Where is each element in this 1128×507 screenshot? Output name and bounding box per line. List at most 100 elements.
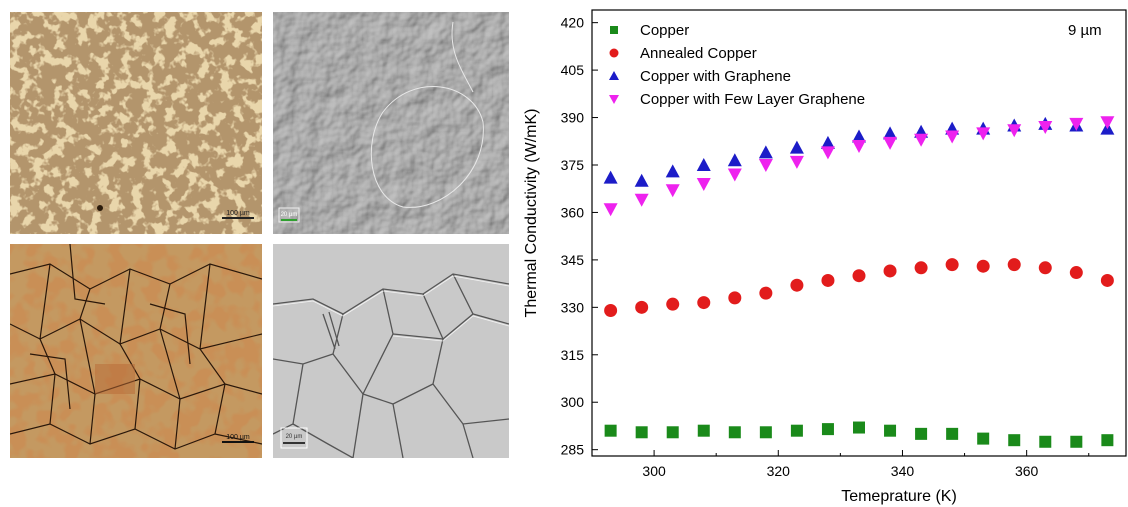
data-point — [1039, 435, 1052, 448]
data-point — [789, 140, 804, 154]
y-tick-label: 345 — [561, 252, 585, 268]
legend-label: Copper — [640, 22, 689, 39]
thickness-annotation: 9 µm — [1068, 22, 1102, 39]
data-point — [1100, 273, 1114, 287]
data-point — [821, 423, 834, 436]
data-point — [697, 424, 710, 437]
data-point — [604, 424, 617, 437]
y-tick-label: 360 — [561, 204, 585, 220]
data-point — [946, 427, 959, 440]
data-point — [727, 168, 742, 182]
data-point — [852, 129, 866, 143]
legend-marker — [610, 26, 618, 34]
data-point — [603, 170, 618, 184]
legend: Copper Annealed Copper Copper with Graphen… — [609, 22, 865, 108]
data-point — [915, 427, 928, 440]
micrograph-optical-top-left: 100 µm — [10, 12, 262, 234]
data-point — [976, 259, 990, 273]
data-point — [1069, 266, 1083, 280]
data-point — [697, 296, 711, 310]
data-point — [790, 424, 803, 437]
data-point — [665, 164, 680, 178]
y-tick-label: 405 — [561, 62, 585, 78]
y-tick-label: 330 — [561, 299, 585, 315]
plot-frame — [591, 9, 1127, 457]
micrograph-sem-top-right: 20 µm — [273, 12, 509, 234]
data-point — [1007, 124, 1022, 138]
data-point — [852, 269, 866, 283]
data-point — [852, 140, 866, 154]
y-tick-label: 285 — [561, 442, 585, 458]
data-point — [1008, 434, 1021, 447]
y-tick-label: 420 — [561, 15, 585, 31]
data-point — [883, 264, 897, 278]
x-tick-label: 300 — [642, 463, 666, 479]
data-point — [696, 177, 711, 191]
series-copper — [604, 421, 1114, 448]
series-annealed-copper — [604, 258, 1114, 317]
data-point — [665, 184, 680, 198]
data-point — [728, 291, 742, 305]
data-point — [977, 432, 990, 445]
data-point — [883, 126, 898, 140]
micrograph-sem-bottom-right: 20 µm — [273, 244, 509, 458]
data-point — [883, 136, 898, 150]
data-point — [1038, 121, 1053, 135]
data-point — [759, 286, 773, 300]
data-point — [727, 153, 742, 167]
data-point — [789, 155, 804, 169]
x-axis-label: Temeprature (K) — [841, 488, 957, 505]
x-tick-label: 320 — [767, 463, 791, 479]
data-point — [634, 173, 649, 187]
x-tick-label: 340 — [891, 463, 915, 479]
data-point — [634, 193, 649, 207]
y-tick-label: 390 — [561, 110, 585, 126]
data-point — [635, 426, 648, 439]
y-tick-label: 300 — [561, 394, 585, 410]
data-point — [759, 426, 772, 439]
data-point — [1007, 258, 1021, 272]
data-point — [914, 261, 928, 275]
y-tick-label: 315 — [561, 347, 585, 363]
data-point — [1101, 434, 1114, 447]
legend-marker — [609, 71, 619, 80]
legend-label: Copper with Graphene — [640, 68, 791, 85]
legend-marker — [609, 95, 619, 104]
data-point — [666, 297, 680, 311]
data-point — [945, 258, 959, 272]
scale-label: 100 µm — [226, 434, 250, 441]
data-point — [1070, 435, 1083, 448]
data-point — [1038, 261, 1052, 275]
data-point — [696, 157, 711, 171]
data-point — [635, 300, 649, 314]
data-point — [945, 130, 960, 144]
data-point — [821, 273, 835, 287]
data-point — [1100, 116, 1115, 130]
data-point — [820, 146, 835, 160]
data-point — [790, 278, 804, 292]
data-point — [758, 145, 773, 159]
data-point — [1069, 117, 1084, 131]
data-point — [914, 133, 929, 147]
thermal-conductivity-chart: 300 320 340 360 285 300 315 330 345 360 375 390 405 4… — [523, 9, 1127, 505]
data-point — [728, 426, 741, 439]
data-point — [604, 303, 618, 317]
micrograph-optical-bottom-left: 100 µm — [10, 244, 262, 458]
data-point — [666, 426, 679, 439]
y-axis-label: Thermal Conductivity (W/mK) — [523, 109, 540, 318]
series-copper-with-few-layer-graphene — [603, 116, 1115, 217]
legend-label: Annealed Copper — [640, 45, 757, 62]
scale-label: 100 µm — [226, 210, 250, 217]
y-tick-label: 375 — [561, 157, 585, 173]
data-point — [884, 424, 897, 437]
scale-label: 20 µm — [281, 212, 298, 218]
legend-label: Copper with Few Layer Graphene — [640, 91, 865, 108]
data-point — [820, 135, 835, 149]
x-tick-label: 360 — [1015, 463, 1039, 479]
data-point — [853, 421, 865, 434]
data-point — [603, 203, 618, 217]
data-point — [758, 158, 773, 172]
scale-label: 20 µm — [286, 434, 303, 440]
legend-marker — [609, 48, 619, 58]
data-point — [976, 127, 991, 141]
